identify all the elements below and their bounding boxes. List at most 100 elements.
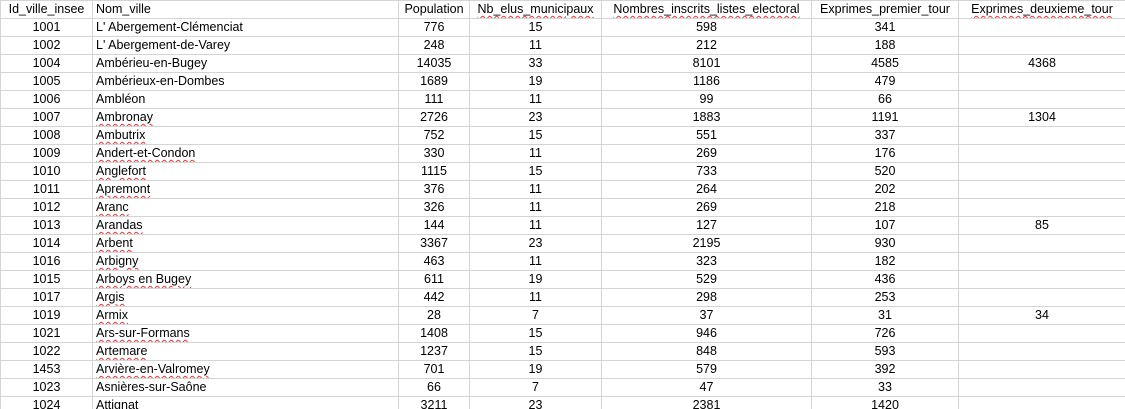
cell-nom-ville[interactable]: Ambérieux-en-Dombes xyxy=(92,72,399,91)
cell-population[interactable]: 752 xyxy=(398,126,470,145)
cell-population[interactable]: 376 xyxy=(398,180,470,199)
cell-exprimes-deuxieme[interactable] xyxy=(958,90,1125,109)
cell-nb-elus[interactable]: 11 xyxy=(469,216,602,235)
cell-inscrits[interactable]: 2195 xyxy=(601,234,812,253)
cell-exprimes-deuxieme[interactable] xyxy=(958,198,1125,217)
cell-id[interactable]: 1007 xyxy=(0,108,93,127)
cell-nom-ville[interactable]: Arbent xyxy=(92,234,399,253)
header-cell-id[interactable]: Id_ville_insee xyxy=(0,0,93,19)
cell-nb-elus[interactable]: 19 xyxy=(469,360,602,379)
cell-exprimes-premier[interactable]: 188 xyxy=(811,36,959,55)
cell-population[interactable]: 611 xyxy=(398,270,470,289)
cell-nb-elus[interactable]: 15 xyxy=(469,18,602,37)
cell-id[interactable]: 1017 xyxy=(0,288,93,307)
cell-nom-ville[interactable]: Ambléon xyxy=(92,90,399,109)
cell-nb-elus[interactable]: 23 xyxy=(469,108,602,127)
header-cell-exprimes-premier[interactable]: Exprimes_premier_tour xyxy=(811,0,959,19)
cell-nb-elus[interactable]: 11 xyxy=(469,36,602,55)
cell-nb-elus[interactable]: 11 xyxy=(469,288,602,307)
cell-inscrits[interactable]: 99 xyxy=(601,90,812,109)
header-cell-inscrits[interactable]: Nombres_inscrits_listes_electoral xyxy=(601,0,812,19)
cell-population[interactable]: 3367 xyxy=(398,234,470,253)
cell-nom-ville[interactable]: Anglefort xyxy=(92,162,399,181)
cell-id[interactable]: 1004 xyxy=(0,54,93,73)
cell-exprimes-premier[interactable]: 218 xyxy=(811,198,959,217)
cell-id[interactable]: 1019 xyxy=(0,306,93,325)
cell-inscrits[interactable]: 733 xyxy=(601,162,812,181)
cell-nom-ville[interactable]: L' Abergement-Clémenciat xyxy=(92,18,399,37)
cell-exprimes-premier[interactable]: 33 xyxy=(811,378,959,397)
cell-exprimes-premier[interactable]: 392 xyxy=(811,360,959,379)
cell-inscrits[interactable]: 47 xyxy=(601,378,812,397)
cell-id[interactable]: 1024 xyxy=(0,396,93,409)
cell-inscrits[interactable]: 269 xyxy=(601,144,812,163)
cell-nom-ville[interactable]: L' Abergement-de-Varey xyxy=(92,36,399,55)
cell-exprimes-deuxieme[interactable] xyxy=(958,270,1125,289)
cell-id[interactable]: 1015 xyxy=(0,270,93,289)
cell-id[interactable]: 1022 xyxy=(0,342,93,361)
cell-nb-elus[interactable]: 23 xyxy=(469,234,602,253)
cell-exprimes-premier[interactable]: 930 xyxy=(811,234,959,253)
header-cell-exprimes-deuxieme[interactable]: Exprimes_deuxieme_tour xyxy=(958,0,1125,19)
cell-nom-ville[interactable]: Arandas xyxy=(92,216,399,235)
cell-exprimes-deuxieme[interactable] xyxy=(958,342,1125,361)
cell-population[interactable]: 1408 xyxy=(398,324,470,343)
cell-exprimes-deuxieme[interactable] xyxy=(958,72,1125,91)
cell-nb-elus[interactable]: 15 xyxy=(469,342,602,361)
cell-exprimes-deuxieme[interactable] xyxy=(958,360,1125,379)
cell-exprimes-premier[interactable]: 593 xyxy=(811,342,959,361)
cell-id[interactable]: 1005 xyxy=(0,72,93,91)
cell-id[interactable]: 1011 xyxy=(0,180,93,199)
cell-nb-elus[interactable]: 11 xyxy=(469,144,602,163)
cell-exprimes-deuxieme[interactable] xyxy=(958,162,1125,181)
cell-exprimes-deuxieme[interactable] xyxy=(958,144,1125,163)
cell-exprimes-deuxieme[interactable] xyxy=(958,234,1125,253)
cell-nom-ville[interactable]: Arboys en Bugey xyxy=(92,270,399,289)
cell-exprimes-deuxieme[interactable] xyxy=(958,252,1125,271)
cell-id[interactable]: 1008 xyxy=(0,126,93,145)
cell-population[interactable]: 463 xyxy=(398,252,470,271)
cell-id[interactable]: 1001 xyxy=(0,18,93,37)
cell-nb-elus[interactable]: 15 xyxy=(469,162,602,181)
cell-nb-elus[interactable]: 19 xyxy=(469,72,602,91)
cell-inscrits[interactable]: 529 xyxy=(601,270,812,289)
cell-exprimes-premier[interactable]: 107 xyxy=(811,216,959,235)
cell-id[interactable]: 1021 xyxy=(0,324,93,343)
cell-exprimes-premier[interactable]: 253 xyxy=(811,288,959,307)
header-cell-population[interactable]: Population xyxy=(398,0,470,19)
cell-exprimes-deuxieme[interactable] xyxy=(958,180,1125,199)
cell-inscrits[interactable]: 127 xyxy=(601,216,812,235)
cell-inscrits[interactable]: 8101 xyxy=(601,54,812,73)
cell-exprimes-premier[interactable]: 479 xyxy=(811,72,959,91)
cell-population[interactable]: 66 xyxy=(398,378,470,397)
cell-inscrits[interactable]: 1883 xyxy=(601,108,812,127)
cell-population[interactable]: 248 xyxy=(398,36,470,55)
cell-id[interactable]: 1013 xyxy=(0,216,93,235)
cell-population[interactable]: 3211 xyxy=(398,396,470,409)
cell-id[interactable]: 1016 xyxy=(0,252,93,271)
cell-nb-elus[interactable]: 11 xyxy=(469,180,602,199)
cell-exprimes-deuxieme[interactable] xyxy=(958,18,1125,37)
cell-exprimes-premier[interactable]: 337 xyxy=(811,126,959,145)
cell-exprimes-premier[interactable]: 436 xyxy=(811,270,959,289)
cell-exprimes-premier[interactable]: 66 xyxy=(811,90,959,109)
cell-id[interactable]: 1006 xyxy=(0,90,93,109)
cell-exprimes-deuxieme[interactable] xyxy=(958,288,1125,307)
cell-nom-ville[interactable]: Ars-sur-Formans xyxy=(92,324,399,343)
cell-exprimes-deuxieme[interactable] xyxy=(958,324,1125,343)
cell-population[interactable]: 14035 xyxy=(398,54,470,73)
cell-nom-ville[interactable]: Ambérieu-en-Bugey xyxy=(92,54,399,73)
cell-population[interactable]: 1115 xyxy=(398,162,470,181)
cell-population[interactable]: 28 xyxy=(398,306,470,325)
cell-exprimes-premier[interactable]: 31 xyxy=(811,306,959,325)
cell-exprimes-deuxieme[interactable]: 1304 xyxy=(958,108,1125,127)
cell-exprimes-premier[interactable]: 202 xyxy=(811,180,959,199)
cell-population[interactable]: 144 xyxy=(398,216,470,235)
cell-id[interactable]: 1002 xyxy=(0,36,93,55)
cell-population[interactable]: 330 xyxy=(398,144,470,163)
cell-inscrits[interactable]: 579 xyxy=(601,360,812,379)
cell-exprimes-deuxieme[interactable] xyxy=(958,36,1125,55)
cell-exprimes-premier[interactable]: 520 xyxy=(811,162,959,181)
cell-id[interactable]: 1014 xyxy=(0,234,93,253)
cell-inscrits[interactable]: 298 xyxy=(601,288,812,307)
